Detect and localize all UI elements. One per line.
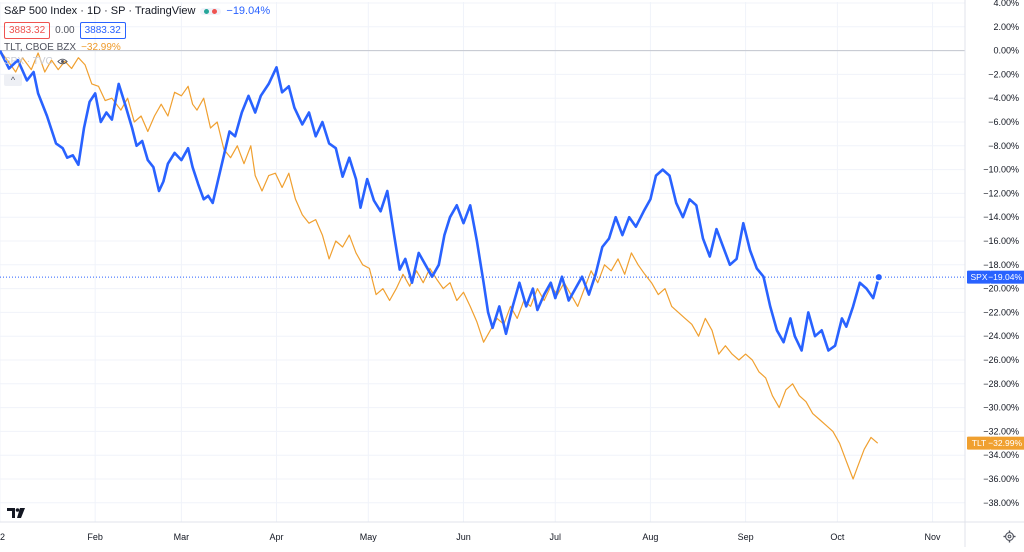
- main-symbol-row[interactable]: S&P 500 Index · 1D · SP · TradingView −1…: [4, 3, 270, 19]
- series-line-tlt: [0, 50, 879, 480]
- y-tick-label: −20.00%: [983, 284, 1019, 294]
- badge-value-text: −19.04%: [988, 272, 1022, 282]
- y-tick-label: −14.00%: [983, 212, 1019, 222]
- x-tick-label: Oct: [830, 532, 845, 542]
- badge-value-spx: [991, 270, 1024, 284]
- y-tick-label: 4.00%: [993, 0, 1019, 8]
- y-tick-label: −34.00%: [983, 450, 1019, 460]
- y-tick-label: −12.00%: [983, 188, 1019, 198]
- faint-symbol-title: SPX · TVC: [4, 55, 53, 67]
- series-line-spx: [0, 50, 881, 352]
- x-tick-label: Jul: [550, 532, 562, 542]
- spread-value: 0.00: [55, 24, 75, 36]
- x-tick-label: Mar: [174, 532, 190, 542]
- y-tick-label: 2.00%: [993, 22, 1019, 32]
- chevron-up-icon: ^: [10, 75, 16, 85]
- badge-symbol-tlt: [967, 436, 991, 450]
- badge-symbol-text: SPX: [970, 272, 987, 282]
- price-axis[interactable]: 4.00% 2.00% 0.00% −2.00% −4.00% −6.00% −8.00% −…: [964, 0, 1019, 547]
- symbol-change: −19.04%: [226, 5, 271, 17]
- y-tick-label: −24.00%: [983, 331, 1019, 341]
- sell-price-box[interactable]: 3883.32: [4, 21, 51, 39]
- buy-price-box[interactable]: 3883.32: [79, 21, 126, 39]
- badge-value-text: −32.99%: [988, 438, 1022, 448]
- x-tick-label: Apr: [270, 532, 284, 542]
- x-tick-label: Nov: [925, 532, 942, 542]
- data-status-dot: [212, 8, 218, 14]
- y-tick-label: −6.00%: [988, 117, 1019, 127]
- y-tick-label: −38.00%: [983, 498, 1019, 508]
- spx-last-point-marker[interactable]: [874, 272, 884, 282]
- y-tick-label: −18.00%: [983, 260, 1019, 270]
- y-tick-label: −10.00%: [983, 165, 1019, 175]
- market-open-dot: [204, 8, 210, 14]
- legend: S&P 500 Index · 1D · SP · TradingView −1…: [4, 3, 270, 69]
- x-tick-label: Aug: [642, 532, 658, 542]
- faint-symbol-row[interactable]: SPX · TVC: [4, 53, 270, 69]
- compare-symbol-title[interactable]: TLT, CBOE BZX: [4, 41, 77, 53]
- y-tick-label: 0.00%: [993, 46, 1019, 56]
- grid-layer: [0, 2, 965, 522]
- y-tick-label: −4.00%: [988, 93, 1019, 103]
- x-tick-label: Sep: [738, 532, 754, 542]
- settings-gear-icon[interactable]: [1003, 530, 1016, 543]
- market-status-badge[interactable]: [200, 7, 222, 15]
- time-axis[interactable]: 22 Feb Mar Apr May Jun Jul Aug Sep Oct Nov: [0, 521, 1024, 542]
- y-tick-label: −32.00%: [983, 426, 1019, 436]
- y-tick-label: −22.00%: [983, 307, 1019, 317]
- y-tick-label: −28.00%: [983, 379, 1019, 389]
- y-tick-label: −2.00%: [988, 69, 1019, 79]
- x-tick-label: Feb: [87, 532, 103, 542]
- collapse-legend-button[interactable]: ^: [4, 74, 22, 86]
- symbol-title[interactable]: S&P 500 Index · 1D · SP · TradingView: [4, 5, 196, 17]
- badge-symbol-spx: [967, 270, 991, 284]
- compare-symbol-row[interactable]: TLT, CBOE BZX −32.99%: [4, 41, 270, 53]
- x-tick-label: 22: [0, 532, 5, 542]
- eye-icon[interactable]: [56, 56, 68, 67]
- last-value-badges: SPX −19.04% TLT −32.99%: [967, 270, 1024, 450]
- y-tick-label: −8.00%: [988, 141, 1019, 151]
- compare-change: −32.99%: [81, 41, 121, 53]
- badge-value-tlt: [991, 436, 1024, 450]
- badge-symbol-text: TLT: [972, 438, 986, 448]
- y-tick-label: −30.00%: [983, 403, 1019, 413]
- x-tick-label: Jun: [456, 532, 471, 542]
- y-tick-label: −36.00%: [983, 474, 1019, 484]
- y-tick-label: −16.00%: [983, 236, 1019, 246]
- y-tick-label: −26.00%: [983, 355, 1019, 365]
- series-layer: [0, 50, 965, 480]
- price-boxes-row: 3883.32 0.00 3883.32: [4, 21, 270, 39]
- x-tick-label: May: [360, 532, 378, 542]
- tradingview-logo-icon[interactable]: [6, 506, 26, 520]
